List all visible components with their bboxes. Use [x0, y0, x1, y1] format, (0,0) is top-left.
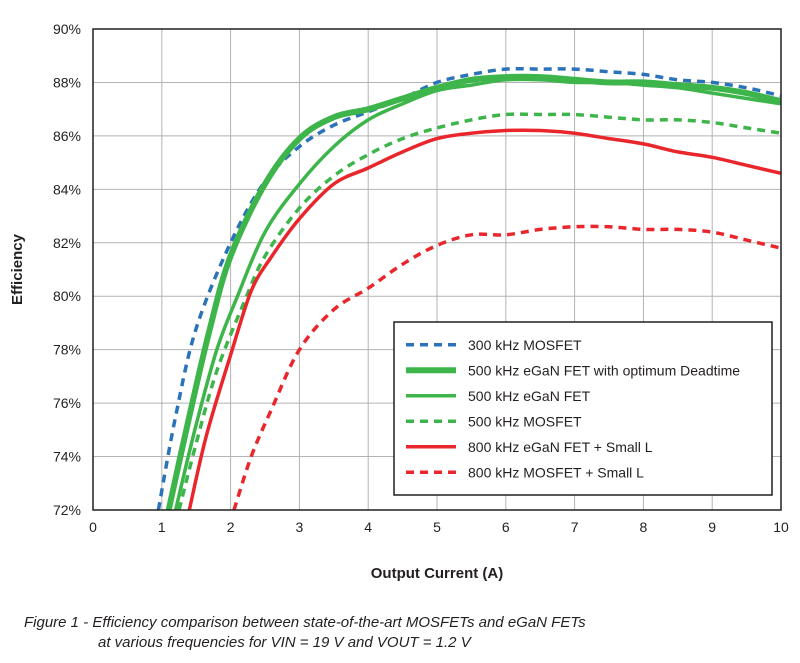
legend: 300 kHz MOSFET 500 kHz eGaN FET with opti…: [393, 321, 773, 496]
legend-label-4: 500 kHz MOSFET: [468, 413, 582, 429]
x-tick-label: 1: [158, 519, 166, 535]
legend-label-5: 800 kHz eGaN FET + Small L: [468, 439, 653, 455]
series-line-6: [232, 224, 781, 510]
x-tick-label: 6: [502, 519, 510, 535]
x-tick-label: 4: [364, 519, 372, 535]
series-line-1: [156, 66, 781, 510]
y-tick-label: 84%: [53, 181, 81, 197]
plot-area-border: [92, 28, 782, 511]
series-line-2: [165, 73, 781, 510]
legend-label-2: 500 kHz eGaN FET with optimum Deadtime: [468, 362, 740, 378]
legend-label-3: 500 kHz eGaN FET: [468, 388, 591, 404]
x-tick-label: 3: [296, 519, 304, 535]
series-lines: [156, 66, 781, 510]
y-tick-label: 76%: [53, 395, 81, 411]
x-tick-label: 9: [708, 519, 716, 535]
y-tick-label: 88%: [53, 74, 81, 90]
y-tick-label: 90%: [53, 21, 81, 37]
x-tick-label: 2: [227, 519, 235, 535]
x-axis-title: Output Current (A): [371, 565, 503, 582]
figure-caption: Figure 1 - Efficiency comparison between…: [24, 613, 784, 653]
x-tick-labels: 0 1 2 3 4 5 6 7 8 9 10: [89, 519, 789, 535]
y-tick-label: 86%: [53, 128, 81, 144]
series-line-3: [173, 77, 781, 510]
efficiency-chart: 72% 74% 76% 78% 80% 82% 84% 86% 88% 90% 0 1 2 3 4 5 6 7 8…: [9, 21, 789, 582]
legend-label-1: 300 kHz MOSFET: [468, 337, 582, 353]
x-tick-label: 8: [640, 519, 648, 535]
x-tick-label: 10: [773, 519, 789, 535]
x-tick-label: 0: [89, 519, 97, 535]
legend-label-6: 800 kHz MOSFET + Small L: [468, 464, 644, 480]
x-tick-label: 7: [571, 519, 579, 535]
y-tick-label: 72%: [53, 502, 81, 518]
series-line-5: [187, 128, 781, 510]
y-axis-title: Efficiency: [9, 233, 26, 305]
y-tick-label: 82%: [53, 235, 81, 251]
caption-line-1: Figure 1 - Efficiency comparison between…: [24, 614, 586, 631]
y-tick-labels: 72% 74% 76% 78% 80% 82% 84% 86% 88% 90%: [53, 21, 81, 518]
y-tick-label: 80%: [53, 288, 81, 304]
y-tick-label: 74%: [53, 449, 81, 465]
y-tick-label: 78%: [53, 342, 81, 358]
x-tick-label: 5: [433, 519, 441, 535]
legend-box: [393, 321, 773, 496]
caption-line-2: at various frequencies for VIN = 19 V an…: [98, 634, 471, 651]
